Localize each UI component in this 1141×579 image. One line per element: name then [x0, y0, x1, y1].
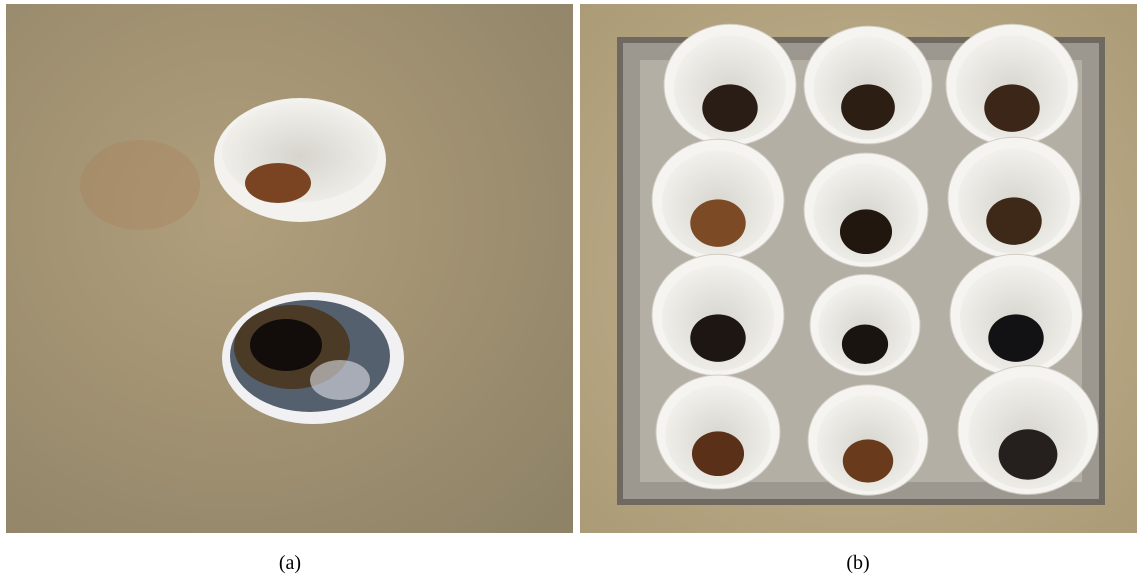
cup-part	[984, 84, 1039, 132]
cup-part	[840, 209, 892, 254]
cup-part	[690, 314, 745, 362]
cup-part	[999, 429, 1058, 479]
cup-part	[841, 84, 895, 130]
panel-label: (b)	[808, 552, 908, 575]
photo-b	[580, 4, 1137, 533]
photos	[0, 0, 1141, 545]
cup-part	[986, 197, 1041, 245]
cup-part	[988, 314, 1043, 362]
cup-part	[702, 84, 757, 132]
figure: (a) (b)	[0, 0, 1141, 579]
cup-part	[843, 439, 893, 482]
photo-a	[6, 4, 573, 533]
cup-part	[692, 431, 744, 476]
cup-part	[690, 199, 745, 247]
cup-part	[842, 324, 888, 364]
panel-label: (a)	[240, 552, 340, 575]
